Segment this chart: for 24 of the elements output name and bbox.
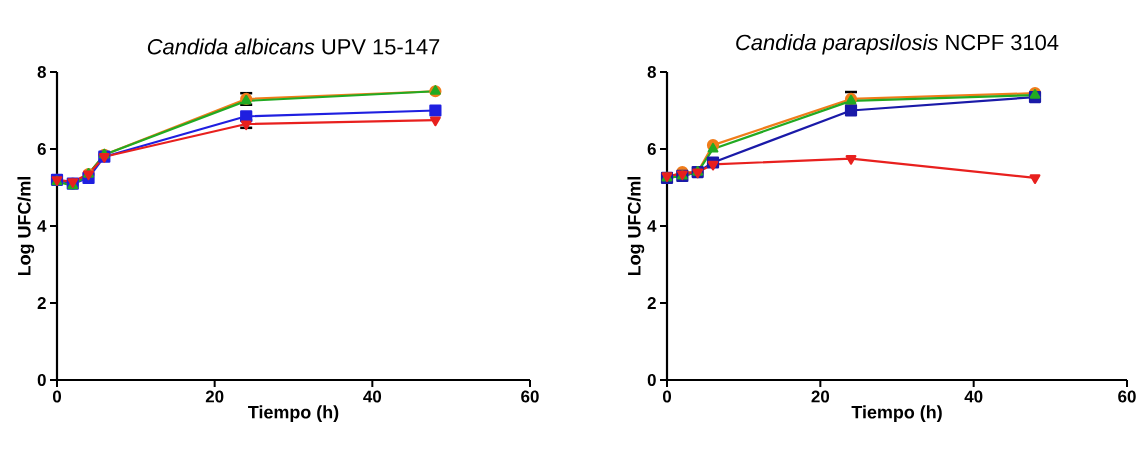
x-axis-title: Tiempo (h) [851,405,942,423]
y-tick-label: 0 [647,374,656,386]
x-tick-label: 0 [662,390,672,403]
x-tick-label: 40 [964,390,983,403]
y-tick-label: 4 [647,220,657,232]
y-axis-title: Log UFC/ml [17,176,35,276]
y-tick-label: 4 [37,220,47,232]
x-tick-label: 20 [811,390,830,403]
x-tick-label: 0 [52,390,62,403]
y-tick-label: 6 [37,143,46,156]
y-tick-label: 8 [37,66,46,79]
y-tick-label: 2 [37,297,46,309]
y-axis-title: Log UFC/ml [627,176,645,276]
x-tick-label: 60 [1118,390,1136,403]
y-tick-label: 6 [647,143,656,156]
chart-title: Candida albicans UPV 15-147 [147,38,440,55]
x-axis-title: Tiempo (h) [248,405,339,423]
x-tick-label: 60 [521,390,539,403]
y-tick-label: 0 [37,374,46,386]
y-tick-label: 8 [647,66,656,79]
x-tick-label: 40 [363,390,382,403]
x-tick-label: 20 [205,390,224,403]
chart-title: Candida parapsilosis NCPF 3104 [736,34,1059,55]
y-tick-label: 2 [647,297,656,309]
